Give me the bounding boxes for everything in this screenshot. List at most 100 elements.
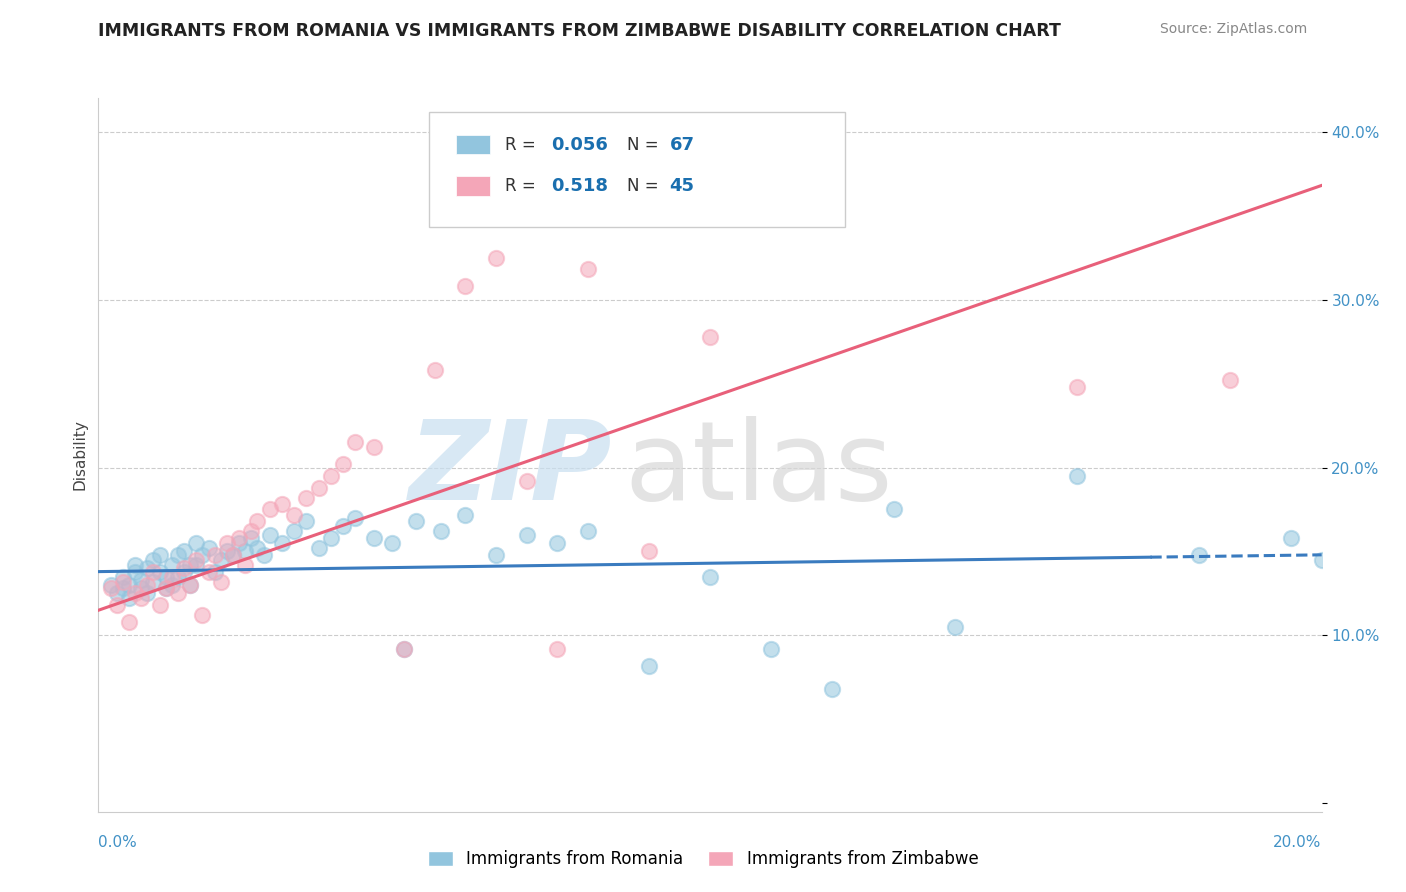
Point bbox=[363, 531, 385, 545]
Point bbox=[576, 262, 599, 277]
Point bbox=[319, 469, 342, 483]
Point bbox=[105, 598, 128, 612]
Point bbox=[344, 511, 367, 525]
Point bbox=[259, 527, 281, 541]
Point bbox=[160, 558, 183, 572]
Point bbox=[246, 514, 269, 528]
Point bbox=[699, 329, 721, 343]
Point bbox=[821, 682, 844, 697]
Point bbox=[142, 574, 165, 589]
Point bbox=[943, 620, 966, 634]
Point bbox=[149, 598, 172, 612]
Point bbox=[209, 574, 232, 589]
Point bbox=[179, 578, 201, 592]
Point bbox=[546, 536, 568, 550]
Text: ZIP: ZIP bbox=[409, 416, 612, 523]
Point bbox=[485, 548, 508, 562]
Point bbox=[124, 586, 146, 600]
Point bbox=[179, 558, 201, 572]
Point bbox=[319, 531, 342, 545]
Point bbox=[149, 548, 172, 562]
Point bbox=[1188, 548, 1211, 562]
Bar bbox=[456, 135, 489, 154]
Point bbox=[142, 553, 165, 567]
Text: 0.0%: 0.0% bbox=[98, 836, 138, 850]
Y-axis label: Disability: Disability bbox=[72, 419, 87, 491]
Point bbox=[155, 582, 177, 596]
Point bbox=[516, 474, 538, 488]
Point bbox=[233, 558, 256, 572]
Point bbox=[332, 519, 354, 533]
Point bbox=[167, 548, 190, 562]
Point bbox=[233, 544, 256, 558]
Point bbox=[392, 641, 416, 656]
Point bbox=[240, 524, 263, 539]
Point bbox=[516, 527, 538, 541]
Point bbox=[344, 435, 367, 450]
Point bbox=[546, 641, 568, 656]
Text: R =: R = bbox=[505, 177, 546, 194]
Point bbox=[191, 608, 214, 623]
Point bbox=[423, 363, 446, 377]
Point bbox=[100, 582, 122, 596]
Text: 67: 67 bbox=[669, 136, 695, 153]
Text: IMMIGRANTS FROM ROMANIA VS IMMIGRANTS FROM ZIMBABWE DISABILITY CORRELATION CHART: IMMIGRANTS FROM ROMANIA VS IMMIGRANTS FR… bbox=[98, 22, 1062, 40]
Point bbox=[295, 514, 318, 528]
Text: 20.0%: 20.0% bbox=[1274, 836, 1322, 850]
Point bbox=[124, 558, 146, 572]
Point bbox=[308, 481, 330, 495]
Point bbox=[222, 548, 245, 562]
Point bbox=[1219, 373, 1241, 387]
Legend: Immigrants from Romania, Immigrants from Zimbabwe: Immigrants from Romania, Immigrants from… bbox=[420, 844, 986, 875]
Point bbox=[699, 569, 721, 583]
Point bbox=[295, 491, 318, 505]
Point bbox=[240, 531, 263, 545]
Point bbox=[136, 586, 159, 600]
Point bbox=[155, 569, 177, 583]
Point bbox=[222, 548, 245, 562]
Point bbox=[283, 524, 305, 539]
Text: 45: 45 bbox=[669, 177, 695, 194]
Point bbox=[576, 524, 599, 539]
Point bbox=[215, 536, 238, 550]
Text: 0.056: 0.056 bbox=[551, 136, 607, 153]
Point bbox=[204, 565, 226, 579]
Text: atlas: atlas bbox=[624, 416, 893, 523]
Point bbox=[173, 561, 195, 575]
Text: R =: R = bbox=[505, 136, 540, 153]
Point bbox=[270, 498, 292, 512]
Point bbox=[167, 586, 190, 600]
Point bbox=[883, 502, 905, 516]
Point bbox=[142, 565, 165, 579]
Point bbox=[759, 641, 782, 656]
Point bbox=[454, 279, 477, 293]
Point bbox=[129, 573, 152, 587]
Point bbox=[118, 578, 141, 592]
Point bbox=[129, 582, 152, 596]
Point bbox=[259, 502, 281, 516]
Point bbox=[186, 553, 208, 567]
Point bbox=[430, 524, 453, 539]
Point bbox=[252, 548, 274, 562]
Point bbox=[197, 565, 219, 579]
Point bbox=[124, 565, 146, 579]
Point bbox=[197, 541, 219, 555]
Point bbox=[1066, 469, 1088, 483]
Point bbox=[155, 582, 177, 596]
Point bbox=[637, 658, 661, 673]
Point bbox=[392, 641, 416, 656]
Point bbox=[228, 536, 250, 550]
Point bbox=[160, 569, 183, 583]
Point bbox=[209, 553, 232, 567]
Point bbox=[105, 586, 128, 600]
Point bbox=[308, 541, 330, 555]
Point bbox=[160, 578, 183, 592]
Bar bbox=[456, 176, 489, 196]
Point bbox=[1310, 553, 1333, 567]
Point bbox=[1066, 380, 1088, 394]
Point bbox=[228, 531, 250, 545]
Point bbox=[381, 536, 404, 550]
Point bbox=[149, 565, 172, 579]
FancyBboxPatch shape bbox=[429, 112, 845, 227]
Point bbox=[111, 574, 134, 589]
